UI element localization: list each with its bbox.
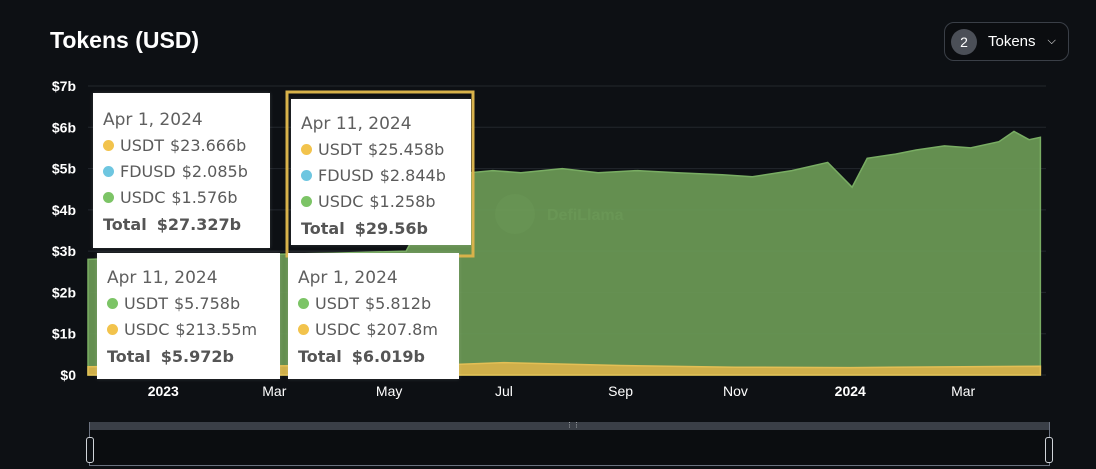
tooltip-row: FDUSD $2.844b (301, 163, 461, 189)
legend-dot-icon (298, 324, 309, 335)
tooltip-series-name: USDC (120, 188, 166, 207)
tooltip-series-value: $1.258b (369, 192, 436, 211)
y-tick-label: $2b (52, 284, 76, 300)
y-tick-label: $3b (52, 243, 76, 259)
legend-dot-icon (103, 192, 114, 203)
tooltip-series-value: $213.55m (175, 320, 258, 339)
tooltip-date: Apr 11, 2024 (107, 268, 218, 288)
x-tick-label: May (376, 383, 402, 399)
tooltip-row: USDC $1.576b (103, 185, 260, 211)
chevron-down-icon: ⌵ (1047, 35, 1056, 47)
tooltip-series-name: USDT (120, 136, 164, 155)
legend-dot-icon (298, 298, 309, 309)
x-tick-label: Mar (951, 383, 975, 399)
tooltip-row: USDT $23.666b (103, 133, 260, 159)
tooltip-total-value: $27.327b (156, 215, 242, 234)
tooltip-series-name: USDC (315, 320, 361, 339)
tooltip-series-name: USDT (318, 140, 362, 159)
slider-grip-icon[interactable]: ⋮⋮ (566, 422, 580, 429)
x-tick-label: Mar (262, 383, 286, 399)
tooltip-total-value: $6.019b (351, 347, 425, 366)
tooltip-apr11-chain: Apr 11, 2024 USDT $5.758b USDC $213.55m Total… (97, 253, 280, 379)
tooltip-series-value: $207.8m (366, 320, 438, 339)
tooltip-series-value: $5.812b (364, 294, 432, 313)
tooltip-row: USDT $25.458b (301, 137, 461, 163)
slider-track-bar[interactable] (90, 422, 1049, 430)
slider-left-handle[interactable] (86, 437, 94, 463)
y-tick-label: $7b (52, 78, 76, 94)
tooltip-total: Total $5.972b (107, 343, 270, 371)
tooltip-total-value: $5.972b (160, 347, 234, 366)
tooltip-total-label: Total (301, 219, 345, 238)
tooltip-series-value: $1.576b (171, 188, 238, 207)
tooltip-row: USDT $5.758b (107, 291, 270, 317)
tooltip-series-name: FDUSD (120, 162, 176, 181)
x-tick-label: 2023 (148, 383, 179, 399)
tooltip-apr1-aggregate: Apr 1, 2024 USDT $23.666b FDUSD $2.085b USDC $… (93, 93, 270, 248)
tooltip-total-label: Total (298, 347, 342, 366)
legend-dot-icon (301, 144, 312, 155)
x-tick-label: Nov (723, 383, 748, 399)
tooltip-row: USDT $5.812b (298, 291, 449, 317)
y-tick-label: $0 (60, 367, 76, 383)
tooltip-series-name: FDUSD (318, 166, 374, 185)
tooltip-row: USDC $213.55m (107, 317, 270, 343)
tooltip-series-value: $23.666b (169, 136, 247, 155)
tooltip-series-value: $2.844b (379, 166, 446, 185)
tooltip-series-value: $25.458b (367, 140, 445, 159)
tooltip-series-name: USDC (318, 192, 364, 211)
tooltip-total-label: Total (103, 215, 147, 234)
legend-dot-icon (301, 196, 312, 207)
legend-dot-icon (107, 298, 118, 309)
tooltip-total-label: Total (107, 347, 151, 366)
tooltip-total: Total $27.327b (103, 211, 260, 239)
tooltip-date: Apr 1, 2024 (103, 110, 203, 130)
y-tick-label: $5b (52, 161, 76, 177)
tooltip-row: USDC $1.258b (301, 189, 461, 215)
x-tick-label: 2024 (835, 383, 866, 399)
x-tick-label: Sep (608, 383, 633, 399)
y-tick-label: $4b (52, 202, 76, 218)
tooltip-series-value: $2.085b (181, 162, 248, 181)
tooltip-series-name: USDT (124, 294, 168, 313)
y-tick-label: $6b (52, 119, 76, 135)
slider-right-handle[interactable] (1045, 437, 1053, 463)
legend-dot-icon (107, 324, 118, 335)
tooltip-row: USDC $207.8m (298, 317, 449, 343)
tokens-count-badge: 2 (951, 28, 977, 55)
tooltip-series-name: USDT (315, 294, 359, 313)
tooltip-apr1-chain: Apr 1, 2024 USDT $5.812b USDC $207.8m Total $6… (288, 253, 459, 379)
tokens-dropdown-button[interactable]: 2 Tokens ⌵ (944, 22, 1069, 61)
tooltip-total-value: $29.56b (354, 219, 428, 238)
legend-dot-icon (103, 166, 114, 177)
tooltip-apr11-aggregate: Apr 11, 2024 USDT $25.458b FDUSD $2.844b USDC… (291, 99, 471, 245)
tooltip-total: Total $29.56b (301, 215, 461, 243)
tooltip-total: Total $6.019b (298, 343, 449, 371)
y-tick-label: $1b (52, 326, 76, 342)
tokens-dropdown-label: Tokens (988, 33, 1036, 50)
tooltip-date: Apr 11, 2024 (301, 114, 412, 134)
range-slider[interactable]: ⋮⋮ (86, 422, 1053, 466)
chart-title: Tokens (USD) (50, 27, 200, 53)
legend-dot-icon (301, 170, 312, 181)
legend-dot-icon (103, 140, 114, 151)
tooltip-series-name: USDC (124, 320, 170, 339)
tooltip-row: FDUSD $2.085b (103, 159, 260, 185)
tooltip-date: Apr 1, 2024 (298, 268, 398, 288)
x-tick-label: Jul (495, 383, 513, 399)
tooltip-series-value: $5.758b (173, 294, 241, 313)
